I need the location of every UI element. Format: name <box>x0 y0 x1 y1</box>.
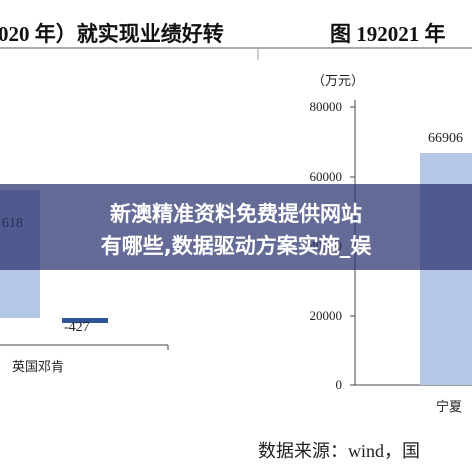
header-right: 图 192021 年 <box>330 22 446 46</box>
y-tick-label: 60000 <box>309 169 343 184</box>
y-tick-label: 0 <box>335 377 343 392</box>
left-bar-negative <box>62 318 108 323</box>
header-left: 020 年）就实现业绩好转 <box>0 22 224 46</box>
y-tick-label: 80000 <box>309 99 343 114</box>
unit-label: （万元） <box>312 73 365 88</box>
overlay-banner[interactable]: 新澳精准资料免费提供网站 有哪些,数据驱动方案实施_娱 <box>0 184 472 270</box>
category-label: 英国邓肯 <box>12 359 65 374</box>
bar-label: -427 <box>64 320 90 335</box>
banner-line[interactable]: 有哪些,数据驱动方案实施_娱 <box>100 234 372 258</box>
source-note: 数据来源：wind，国 <box>258 441 420 461</box>
banner-line[interactable]: 新澳精准资料免费提供网站 <box>110 202 362 226</box>
category-label: 宁夏 <box>436 399 463 414</box>
bar-label: 66906 <box>428 131 463 146</box>
y-tick-label: 20000 <box>309 308 343 323</box>
